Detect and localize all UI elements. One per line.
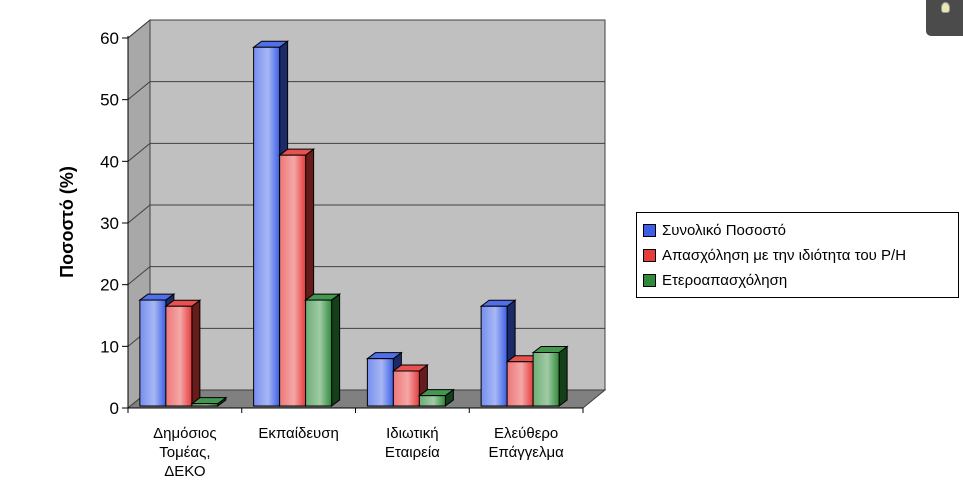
- legend-swatch: [643, 249, 656, 262]
- y-tick-label: 0: [110, 399, 119, 418]
- x-tick-label: Ιδιωτική Εταιρεία: [385, 425, 440, 461]
- bar-2-1: [164, 299, 202, 407]
- legend-label: Συνολικό Ποσοστό: [662, 222, 786, 239]
- gridline: [127, 81, 605, 101]
- bar-3-2: [304, 293, 342, 407]
- x-tick-label: Εκπαίδευση: [258, 425, 339, 442]
- gridline: [127, 204, 605, 224]
- legend-swatch: [643, 274, 656, 287]
- gridline: [127, 19, 605, 39]
- bar-3-4: [531, 345, 569, 407]
- legend-item: Απασχόληση με την ιδιότητα του Ρ/Η: [643, 243, 952, 268]
- legend: Συνολικό Ποσοστό Απασχόληση με την ιδιότη…: [636, 212, 959, 298]
- y-tick-label: 60: [100, 29, 119, 48]
- legend-item: Συνολικό Ποσοστό: [643, 218, 952, 243]
- y-axis: 0 10 20 30 40 50 60: [100, 29, 583, 418]
- lightbulb-icon: [941, 2, 950, 13]
- legend-label: Απασχόληση με την ιδιότητα του Ρ/Η: [662, 247, 907, 264]
- y-tick-label: 10: [100, 337, 119, 356]
- gridline: [127, 266, 605, 286]
- x-tick-label: Ελεύθερο Επάγγελμα: [488, 425, 564, 461]
- bars: [138, 40, 569, 407]
- bar-3-1: [190, 396, 228, 407]
- legend-item: Ετεροαπασχόληση: [643, 268, 952, 293]
- bar-3-3: [417, 388, 455, 407]
- legend-swatch: [643, 224, 656, 237]
- y-tick-label: 50: [100, 91, 119, 110]
- y-tick-label: 20: [100, 276, 119, 295]
- x-axis-labels: Δημόσιος Τομέας, ΔΕΚΟ Εκπαίδευση Ιδιωτική Ετα…: [127, 408, 584, 480]
- x-tick-label: Δημόσιος Τομέας, ΔΕΚΟ: [153, 425, 217, 480]
- legend-label: Ετεροαπασχόληση: [662, 272, 788, 289]
- y-axis-label: Ποσοστό (%): [57, 166, 77, 278]
- corner-widget[interactable]: [926, 0, 963, 36]
- gridline: [127, 142, 605, 162]
- y-tick-label: 40: [100, 152, 119, 171]
- y-tick-label: 30: [100, 214, 119, 233]
